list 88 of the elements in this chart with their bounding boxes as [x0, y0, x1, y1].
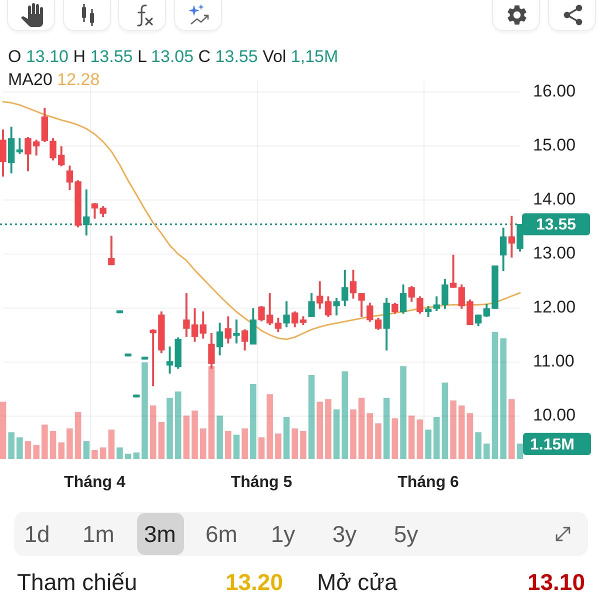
bar	[283, 416, 290, 460]
y-tick-label: 12.00	[533, 298, 576, 317]
ref-line-label: 13.55	[536, 216, 576, 234]
bar	[425, 430, 432, 460]
bar	[350, 409, 356, 460]
x-tick-label: Tháng 6	[398, 474, 460, 492]
bar	[375, 423, 382, 460]
text: 1m	[82, 521, 116, 547]
bar	[66, 428, 73, 460]
text: 3m	[143, 521, 177, 547]
bar	[33, 444, 40, 460]
bar	[366, 413, 374, 460]
bar	[58, 442, 64, 460]
text: 1y	[270, 521, 296, 547]
x-tick-label: Tháng 4	[64, 474, 126, 492]
annotation: MA20 12.28	[8, 70, 100, 89]
y-tick-label: 16.00	[533, 82, 576, 101]
bar	[192, 410, 198, 460]
bar	[0, 402, 6, 460]
bar	[16, 437, 23, 460]
text: 6m	[204, 521, 238, 547]
y-tick-label: 11.00	[533, 352, 574, 371]
bar	[174, 392, 182, 460]
bar	[42, 424, 48, 460]
bar	[133, 452, 140, 460]
bar	[250, 384, 256, 460]
bar	[208, 366, 215, 460]
bar	[158, 422, 165, 460]
bar	[258, 437, 265, 460]
bar	[492, 332, 498, 460]
bar	[166, 398, 173, 460]
bar	[508, 399, 515, 460]
bar	[100, 447, 106, 460]
bar	[433, 416, 440, 460]
bar	[333, 409, 340, 460]
text: 3y	[331, 521, 358, 547]
bar	[316, 402, 323, 460]
bar	[392, 418, 398, 460]
bar	[300, 430, 306, 460]
bar	[325, 399, 332, 460]
bar	[475, 432, 482, 460]
text: 1d	[23, 521, 51, 547]
text: Mở cửa	[317, 568, 398, 596]
bar	[108, 430, 115, 460]
bar	[516, 444, 524, 460]
bar	[400, 366, 406, 460]
bar	[216, 416, 223, 460]
text: O 13.10 H 13.55 L 13.05 C 13.55 Vol 1,15M	[8, 47, 338, 66]
bar	[116, 447, 123, 460]
text: Tham chiếu	[17, 568, 138, 596]
bar	[500, 338, 506, 460]
bar	[74, 412, 82, 460]
bar	[50, 430, 56, 460]
text: 13.10	[527, 568, 585, 596]
bar	[83, 441, 90, 460]
bar	[383, 398, 390, 460]
bar	[266, 394, 273, 460]
bar	[458, 406, 465, 460]
bar	[242, 428, 248, 460]
candlestick	[233, 320, 240, 344]
y-tick-label: 15.00	[533, 136, 576, 155]
bar	[358, 398, 365, 460]
bar	[92, 450, 98, 460]
bar	[342, 371, 348, 460]
text: 5y	[392, 521, 420, 547]
y-tick-label: 10.00	[533, 406, 576, 425]
bar	[225, 430, 232, 460]
bar	[416, 419, 424, 460]
bar	[292, 428, 298, 460]
bar	[200, 428, 206, 460]
y-tick-label: 13.00	[533, 244, 576, 263]
bar	[484, 444, 490, 460]
bar	[450, 400, 456, 460]
bar	[442, 382, 448, 460]
bar	[233, 434, 240, 460]
text: 1.15M	[530, 436, 574, 454]
text: 13.20	[225, 568, 283, 596]
bar	[275, 433, 282, 460]
bar	[142, 362, 148, 460]
x-tick-label: Tháng 5	[230, 474, 292, 492]
bar	[24, 441, 32, 460]
bar	[308, 375, 315, 460]
bar	[183, 416, 190, 460]
bar	[150, 406, 156, 460]
bar	[8, 432, 14, 460]
bar	[408, 416, 415, 460]
bar	[466, 413, 474, 460]
y-tick-label: 14.00	[533, 190, 576, 209]
